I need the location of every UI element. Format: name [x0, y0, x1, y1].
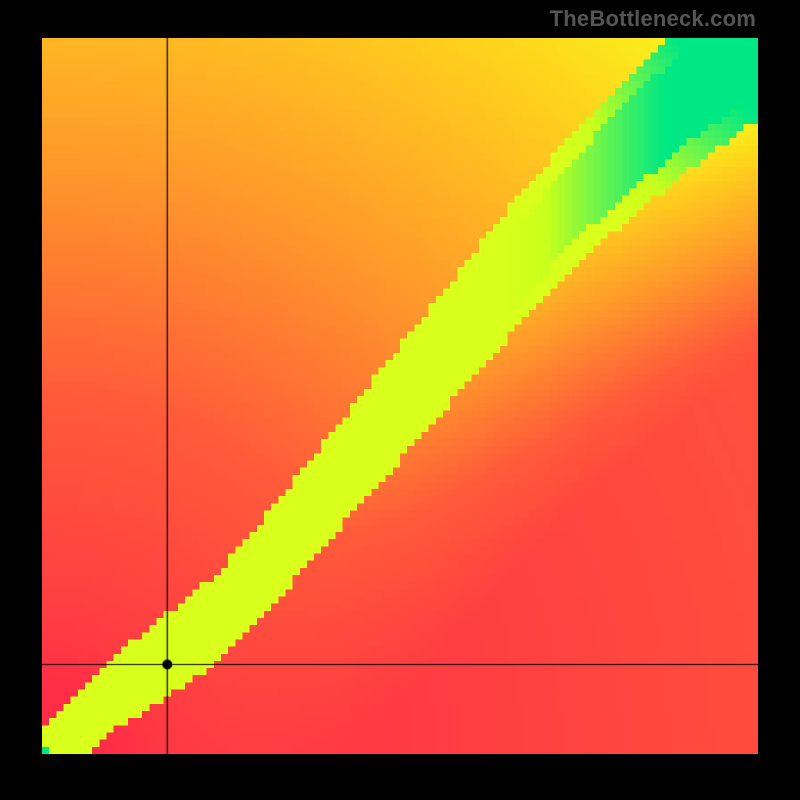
watermark-text: TheBottleneck.com: [550, 6, 756, 32]
crosshair-overlay: [42, 38, 758, 754]
chart-container: { "watermark": "TheBottleneck.com", "wat…: [0, 0, 800, 800]
